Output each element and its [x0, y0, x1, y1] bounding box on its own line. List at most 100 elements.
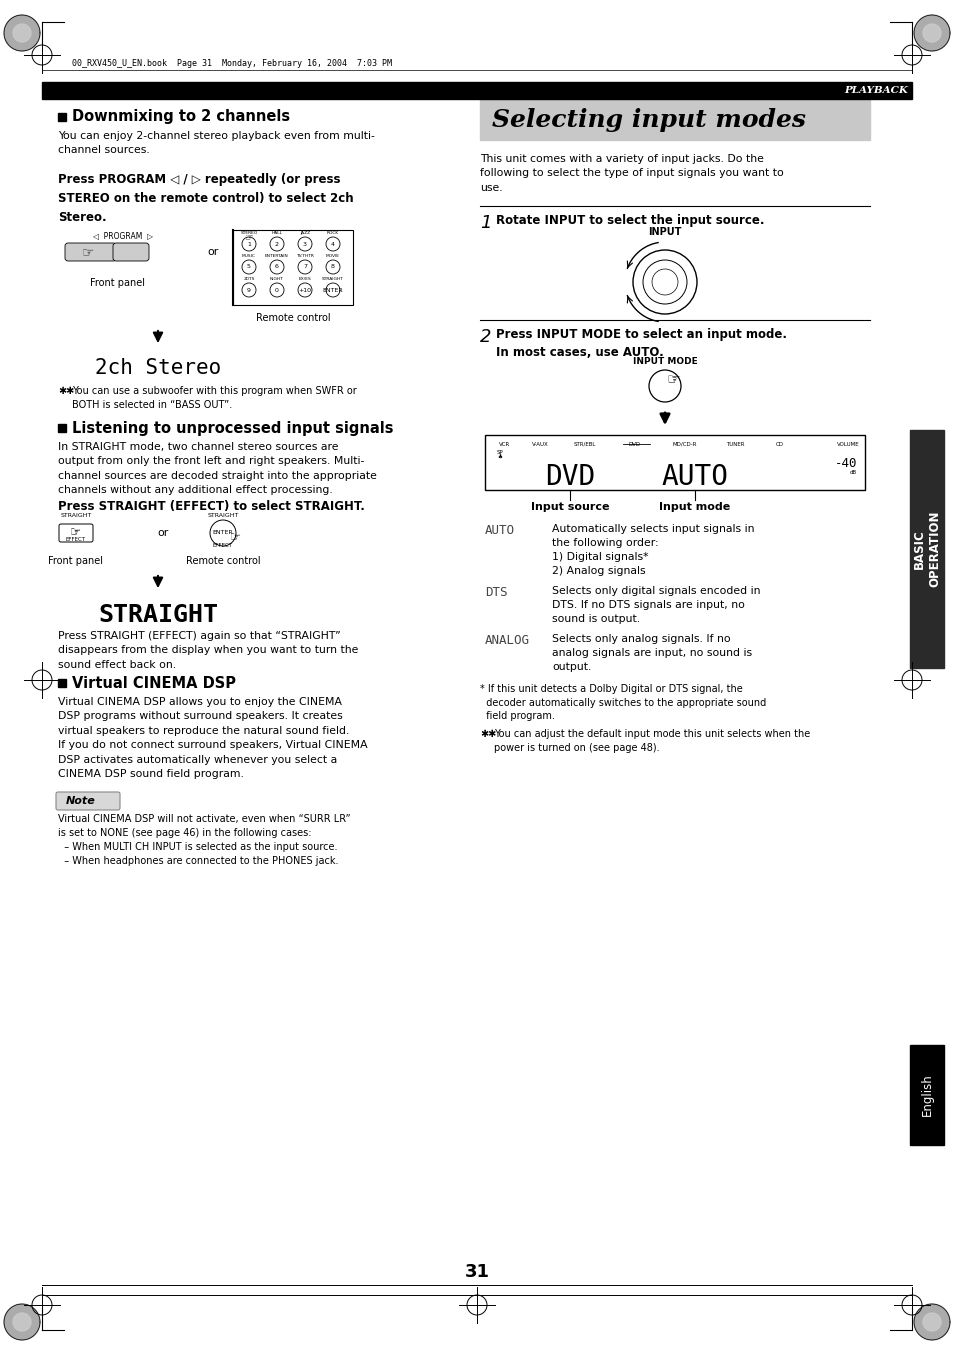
Polygon shape	[4, 15, 40, 51]
Text: Input mode: Input mode	[659, 503, 730, 512]
Polygon shape	[913, 1304, 949, 1340]
Text: 1: 1	[479, 213, 491, 232]
Circle shape	[242, 282, 255, 297]
Text: 00_RXV450_U_EN.book  Page 31  Monday, February 16, 2004  7:03 PM: 00_RXV450_U_EN.book Page 31 Monday, Febr…	[71, 58, 392, 68]
Text: ☞: ☞	[82, 245, 94, 259]
Bar	[233, 230, 353, 305]
Text: Remote control: Remote control	[186, 557, 260, 566]
Text: Selects only analog signals. If no
analog signals are input, no sound is
output.: Selects only analog signals. If no analo…	[552, 634, 751, 671]
Text: You can use a subwoofer with this program when SWFR or
BOTH is selected in “BASS: You can use a subwoofer with this progra…	[71, 386, 356, 409]
Text: VCR: VCR	[498, 442, 510, 447]
Text: Listening to unprocessed input signals: Listening to unprocessed input signals	[71, 420, 393, 435]
Bar	[42, 82, 911, 99]
Text: AUTO: AUTO	[660, 463, 728, 490]
Circle shape	[648, 370, 680, 403]
Text: INPUT: INPUT	[648, 227, 681, 236]
Text: Front panel: Front panel	[91, 278, 146, 288]
Circle shape	[297, 282, 312, 297]
Text: 5: 5	[247, 265, 251, 269]
Text: CD: CD	[775, 442, 783, 447]
Text: DTS: DTS	[484, 586, 507, 598]
Text: STRAIGHT: STRAIGHT	[98, 603, 218, 627]
Bar	[58, 424, 66, 432]
Circle shape	[642, 259, 686, 304]
Text: -40: -40	[834, 457, 856, 470]
FancyBboxPatch shape	[56, 792, 120, 811]
Circle shape	[633, 250, 697, 313]
FancyBboxPatch shape	[59, 524, 92, 542]
Bar	[484, 435, 864, 490]
Text: SP: SP	[497, 450, 503, 455]
Text: 2: 2	[479, 328, 491, 346]
Text: VOLUME: VOLUME	[837, 442, 859, 447]
FancyBboxPatch shape	[112, 243, 149, 261]
Text: TV.THTR: TV.THTR	[295, 254, 314, 258]
Text: This unit comes with a variety of input jacks. Do the
following to select the ty: This unit comes with a variety of input …	[479, 154, 783, 193]
Text: ENTER: ENTER	[213, 531, 233, 535]
Text: MD/CD-R: MD/CD-R	[672, 442, 697, 447]
Text: Virtual CINEMA DSP will not activate, even when “SURR LR”
is set to NONE (see pa: Virtual CINEMA DSP will not activate, ev…	[58, 815, 351, 866]
Text: In STRAIGHT mode, two channel stereo sources are
output from only the front left: In STRAIGHT mode, two channel stereo sou…	[58, 442, 376, 496]
Circle shape	[210, 520, 235, 546]
Text: Selects only digital signals encoded in
DTS. If no DTS signals are input, no
sou: Selects only digital signals encoded in …	[552, 586, 760, 624]
Text: EFFECT: EFFECT	[213, 543, 233, 549]
Text: STEREO: STEREO	[240, 231, 257, 235]
Text: NIGHT: NIGHT	[270, 277, 284, 281]
Text: Press PROGRAM ◁ / ▷ repeatedly (or press
STEREO on the remote control) to select: Press PROGRAM ◁ / ▷ repeatedly (or press…	[58, 173, 354, 224]
Text: ANALOG: ANALOG	[484, 634, 530, 647]
Text: AUTO: AUTO	[484, 524, 515, 536]
Text: Front panel: Front panel	[49, 557, 103, 566]
Text: ✱✱: ✱✱	[58, 386, 74, 396]
Text: You can adjust the default input mode this unit selects when the
power is turned: You can adjust the default input mode th…	[494, 730, 809, 753]
Text: ☞: ☞	[230, 531, 241, 544]
Text: EX/ES: EX/ES	[298, 277, 311, 281]
Circle shape	[242, 259, 255, 274]
Text: 4: 4	[331, 242, 335, 246]
Text: ✱✱: ✱✱	[479, 730, 496, 739]
FancyBboxPatch shape	[65, 243, 116, 261]
Bar	[58, 680, 66, 688]
Text: STR/EBL: STR/EBL	[573, 442, 596, 447]
Text: PLAYBACK: PLAYBACK	[843, 86, 907, 95]
Text: Virtual CINEMA DSP allows you to enjoy the CINEMA
DSP programs without surround : Virtual CINEMA DSP allows you to enjoy t…	[58, 697, 367, 780]
Circle shape	[326, 259, 339, 274]
Circle shape	[326, 282, 339, 297]
Text: 2DTS: 2DTS	[243, 277, 254, 281]
Text: MOVIE: MOVIE	[326, 254, 339, 258]
Text: ☞: ☞	[244, 232, 253, 243]
Text: +10: +10	[298, 288, 312, 293]
Text: 6: 6	[274, 265, 278, 269]
Text: 3: 3	[303, 242, 307, 246]
Text: Automatically selects input signals in
the following order:
1) Digital signals*
: Automatically selects input signals in t…	[552, 524, 754, 576]
Text: JAZZ: JAZZ	[299, 231, 310, 235]
Text: ☞: ☞	[665, 373, 679, 388]
Circle shape	[297, 259, 312, 274]
Text: MUSIC: MUSIC	[242, 254, 255, 258]
Text: DVD: DVD	[628, 442, 640, 447]
Circle shape	[270, 259, 284, 274]
Text: dB: dB	[849, 470, 856, 476]
Text: 1: 1	[247, 242, 251, 246]
Text: Input source: Input source	[530, 503, 609, 512]
Text: EFFECT: EFFECT	[66, 536, 86, 542]
Text: 7: 7	[303, 265, 307, 269]
Text: 2ch Stereo: 2ch Stereo	[94, 358, 221, 378]
Circle shape	[651, 269, 678, 295]
Text: or: or	[207, 247, 218, 257]
Polygon shape	[923, 1313, 940, 1331]
Text: Remote control: Remote control	[255, 313, 330, 323]
Text: INPUT MODE: INPUT MODE	[632, 357, 697, 366]
Text: 31: 31	[464, 1263, 489, 1281]
Text: ENTER: ENTER	[322, 288, 343, 293]
Text: HALL: HALL	[272, 231, 282, 235]
Text: TUNER: TUNER	[725, 442, 743, 447]
Text: 8: 8	[331, 265, 335, 269]
Text: Downmixing to 2 channels: Downmixing to 2 channels	[71, 109, 290, 124]
Text: ◁  PROGRAM  ▷: ◁ PROGRAM ▷	[92, 231, 152, 240]
Bar	[909, 1046, 943, 1146]
Text: ♣: ♣	[497, 455, 502, 459]
Text: Rotate INPUT to select the input source.: Rotate INPUT to select the input source.	[496, 213, 763, 227]
Text: You can enjoy 2-channel stereo playback even from multi-
channel sources.: You can enjoy 2-channel stereo playback …	[58, 131, 375, 155]
Text: STRAIGHT: STRAIGHT	[322, 277, 343, 281]
Circle shape	[270, 236, 284, 251]
